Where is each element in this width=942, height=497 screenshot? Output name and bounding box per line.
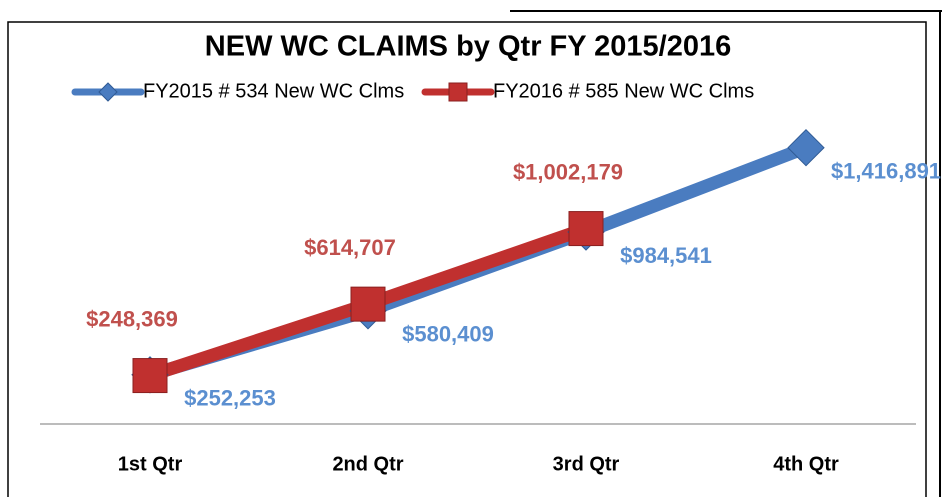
chart-title: NEW WC CLAIMS by Qtr FY 2015/2016 [205, 31, 731, 63]
data-label: $580,409 [402, 322, 494, 347]
x-tick-label: 4th Qtr [773, 453, 839, 475]
data-label: $252,253 [184, 386, 276, 411]
legend-label: FY2016 # 585 New WC Clms [493, 80, 754, 102]
data-label: $248,369 [86, 306, 178, 331]
data-label: $1,416,891 [831, 159, 941, 184]
x-tick-label: 1st Qtr [118, 453, 183, 475]
legend-label: FY2015 # 534 New WC Clms [143, 80, 404, 102]
data-label: $1,002,179 [513, 159, 623, 184]
legend-marker [98, 82, 118, 102]
data-point [787, 128, 825, 167]
x-tick-label: 2nd Qtr [332, 453, 403, 475]
data-point [350, 286, 386, 322]
data-label: $984,541 [620, 243, 712, 268]
data-point [132, 358, 168, 394]
legend-marker [448, 82, 468, 102]
data-label: $614,707 [304, 235, 396, 260]
data-point [568, 211, 604, 247]
x-tick-label: 3rd Qtr [553, 453, 620, 475]
